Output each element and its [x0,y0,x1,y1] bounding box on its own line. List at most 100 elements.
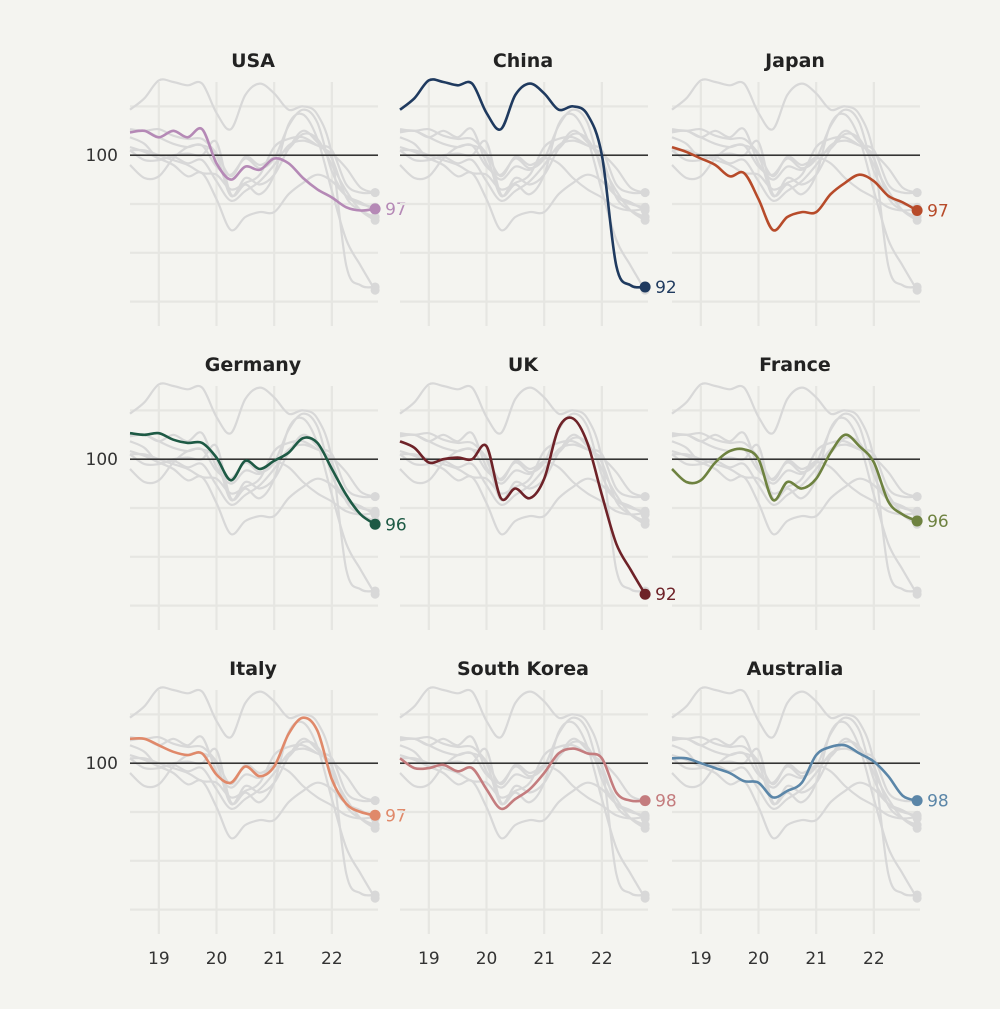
background-line-japan [399,754,646,840]
background-series [129,382,380,599]
x-tick-label: 22 [863,949,885,969]
background-line-japan [129,754,376,840]
background-line-italy [399,108,646,209]
panel-title: Japan [763,50,825,72]
background-line-germany [671,735,918,830]
series-endpoint-australia [911,795,923,807]
background-line-italy [399,716,646,817]
background-line-japan [671,754,918,840]
x-tick-label: 21 [263,949,285,969]
background-line-italy [671,716,918,817]
series-line-south-korea [399,747,646,811]
background-endpoint [640,820,650,830]
background-line-south-korea [671,443,918,506]
series-line-australia [671,743,918,802]
panel-grid [400,690,648,934]
background-line-italy [129,108,376,209]
background-endpoint [370,589,380,599]
background-series [399,686,650,903]
x-tick-label: 22 [321,949,343,969]
panel-title: France [759,354,831,376]
background-endpoint [370,796,380,806]
background-line-italy [399,412,646,513]
background-line-south-korea [399,139,646,202]
background-line-italy [671,108,918,209]
end-value-label: 96 [385,515,407,535]
background-line-germany [129,127,376,222]
panel-grid [130,386,378,630]
x-tick-label: 20 [206,949,228,969]
background-endpoint [912,285,922,295]
panel-south-korea: 98 South Korea 19 20 21 22 [399,658,677,969]
series-endpoint-uk [639,588,651,600]
background-line-south-korea [129,443,376,506]
series-endpoint-china [639,281,651,293]
background-line-italy [129,412,376,513]
background-endpoint [640,893,650,903]
background-line-south-korea [671,747,918,810]
background-line-japan [129,146,376,232]
background-line-japan [399,146,646,232]
panel-uk: 92 UK [399,354,677,630]
background-endpoint [640,516,650,526]
end-value-label: 92 [655,585,677,605]
background-endpoint [912,820,922,830]
panel-title: UK [508,354,539,376]
background-series [129,78,380,295]
background-endpoint [640,506,650,516]
x-tick-label: 19 [690,949,712,969]
background-line-south-korea [129,747,376,810]
panel-title: Germany [205,354,302,376]
panel-title: Australia [747,658,844,680]
series-line-china [399,78,646,289]
background-series [671,686,922,903]
x-tick-label: 20 [476,949,498,969]
x-tick-label: 21 [533,949,555,969]
background-endpoint [370,285,380,295]
background-line-south-korea [671,139,918,202]
series-line-usa [129,126,376,212]
panel-grid [672,82,920,326]
panel-grid [400,82,648,326]
panel-japan: 97 Japan [671,50,949,326]
series-endpoint-france [911,515,923,527]
series-endpoint-south-korea [639,795,651,807]
panel-germany: 96 Germany 100 [86,354,407,630]
end-value-label: 97 [385,806,407,826]
series-endpoint-italy [369,809,381,821]
panel-grid [130,82,378,326]
panel-grid [130,690,378,934]
background-line-japan [399,450,646,536]
background-line-germany [399,431,646,526]
background-line-germany [671,431,918,526]
series-line-uk [399,416,647,595]
panel-title: Italy [229,658,277,680]
y-tick-label: 100 [86,754,118,774]
background-series [399,108,650,295]
background-endpoint [640,188,650,198]
panel-title: USA [231,50,275,72]
background-endpoint [640,202,650,212]
background-line-japan [129,450,376,536]
end-value-label: 96 [927,512,949,532]
background-endpoint [370,188,380,198]
background-endpoint [370,893,380,903]
background-line-italy [671,412,918,513]
series-line-germany [129,431,376,526]
background-line-japan [671,450,918,536]
series-line-italy [129,716,376,817]
series-line-japan [671,145,918,232]
background-endpoint [370,506,380,516]
y-tick-label: 100 [86,450,118,470]
panel-usa: 97 USA 100 [86,50,407,326]
x-tick-label: 19 [148,949,170,969]
background-endpoint [640,212,650,222]
end-value-label: 98 [655,792,677,812]
series-line-france [671,433,918,523]
background-endpoint [370,492,380,502]
background-series [129,686,380,903]
y-tick-label: 100 [86,146,118,166]
background-line-south-korea [399,443,646,506]
background-line-south-korea [129,139,376,202]
